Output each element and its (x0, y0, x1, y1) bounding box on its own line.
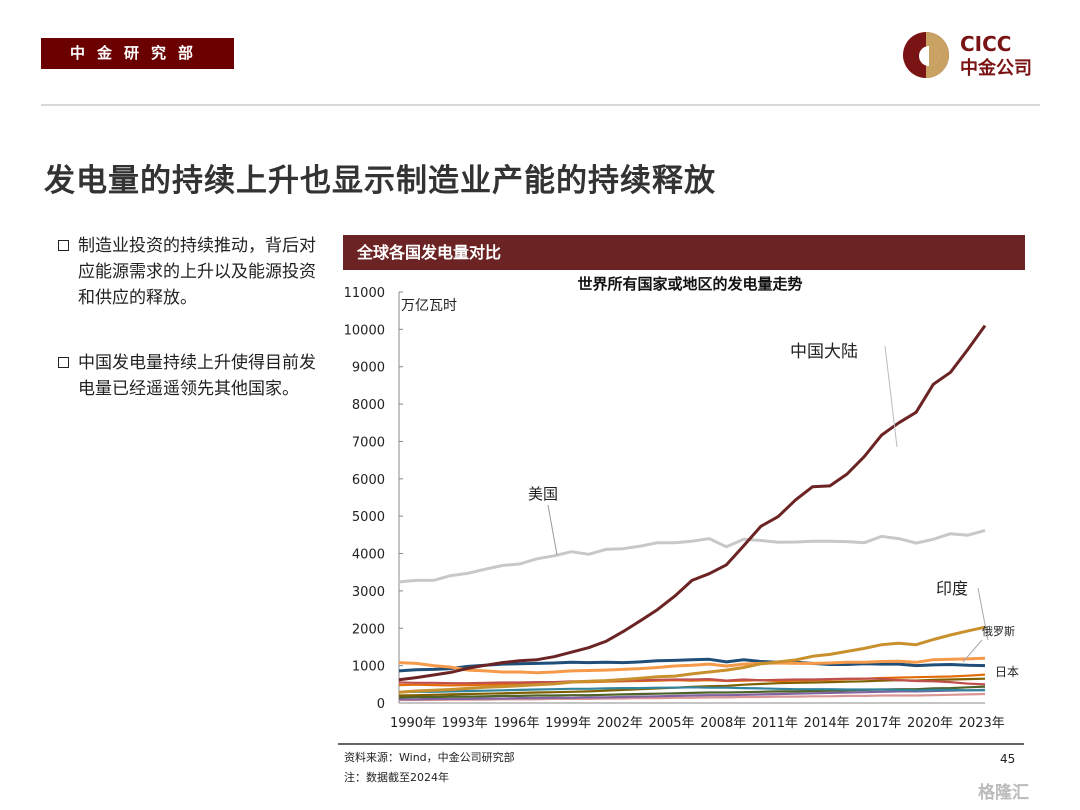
series-label-russia: 俄罗斯 (982, 625, 1015, 638)
y-tick-label: 7000 (352, 435, 385, 450)
series-label-india: 印度 (936, 579, 968, 598)
series-line-other-5 (398, 677, 986, 686)
x-tick-label: 1999年 (545, 716, 591, 731)
series-line-美国 (398, 528, 986, 584)
x-tick-label: 2002年 (597, 716, 643, 731)
bullet-1: 制造业投资的持续推动，背后对应能源需求的上升以及能源投资和供应的释放。 (58, 233, 318, 311)
logo-text-en: CICC (960, 32, 1011, 56)
series-line-俄罗斯 (398, 656, 986, 675)
y-tick-label: 3000 (352, 585, 385, 600)
logo-text-cn: 中金公司 (960, 57, 1032, 79)
x-tick-label: 2023年 (959, 716, 1005, 731)
series-label-us: 美国 (528, 485, 558, 503)
x-tick-label: 2008年 (700, 716, 746, 731)
square-bullet-icon (58, 240, 69, 251)
page-number: 45 (1000, 752, 1016, 766)
x-tick-label: 2017年 (855, 716, 901, 731)
x-tick-label: 2011年 (752, 716, 798, 731)
cicc-logo: CICC 中金公司 (902, 29, 1047, 85)
x-tick-label: 1990年 (390, 716, 436, 731)
footer-divider (338, 743, 1024, 745)
series-line-中国大陆 (398, 324, 987, 682)
series-label-japan: 日本 (995, 665, 1019, 679)
x-tick-label: 1993年 (442, 716, 488, 731)
series-line-other-10 (399, 688, 986, 701)
chart-title: 世界所有国家或地区的发电量走势 (577, 275, 803, 293)
page-title: 发电量的持续上升也显示制造业产能的持续释放 (44, 163, 716, 199)
y-tick-label: 2000 (352, 622, 385, 637)
y-tick-label: 4000 (352, 548, 385, 563)
series-label-china: 中国大陆 (790, 342, 858, 362)
department-banner: 中金研究部 (41, 38, 234, 69)
source-note: 资料来源：Wind，中金公司研究部 (344, 751, 515, 764)
y-tick-label: 8000 (352, 398, 385, 413)
x-tick-label: 2005年 (648, 716, 694, 731)
x-tick-label: 1996年 (493, 716, 539, 731)
y-axis-unit: 万亿瓦时 (401, 298, 457, 314)
y-tick-label: 0 (377, 697, 385, 712)
y-tick-label: 10000 (344, 323, 385, 338)
header-divider (41, 104, 1040, 106)
series-line-印度 (398, 625, 986, 694)
x-tick-label: 2014年 (804, 716, 850, 731)
y-tick-label: 11000 (344, 286, 385, 301)
y-tick-label: 5000 (352, 510, 385, 525)
y-tick-label: 6000 (352, 473, 385, 488)
y-tick-label: 1000 (352, 660, 385, 675)
chart-section-title: 全球各国发电量对比 (343, 235, 1025, 270)
data-note: 注：数据截至2024年 (344, 771, 449, 784)
x-tick-label: 2020年 (907, 716, 953, 731)
square-bullet-icon (58, 357, 69, 368)
y-tick-label: 9000 (352, 361, 385, 376)
series-line-other-7 (398, 686, 985, 694)
watermark: 格隆汇 (978, 783, 1029, 803)
line-chart: 0 1000 2000 3000 4000 5000 6000 7000 8000 9000 100… (344, 286, 1019, 731)
bullet-2: 中国发电量持续上升使得目前发电量已经遥遥领先其他国家。 (58, 350, 318, 402)
